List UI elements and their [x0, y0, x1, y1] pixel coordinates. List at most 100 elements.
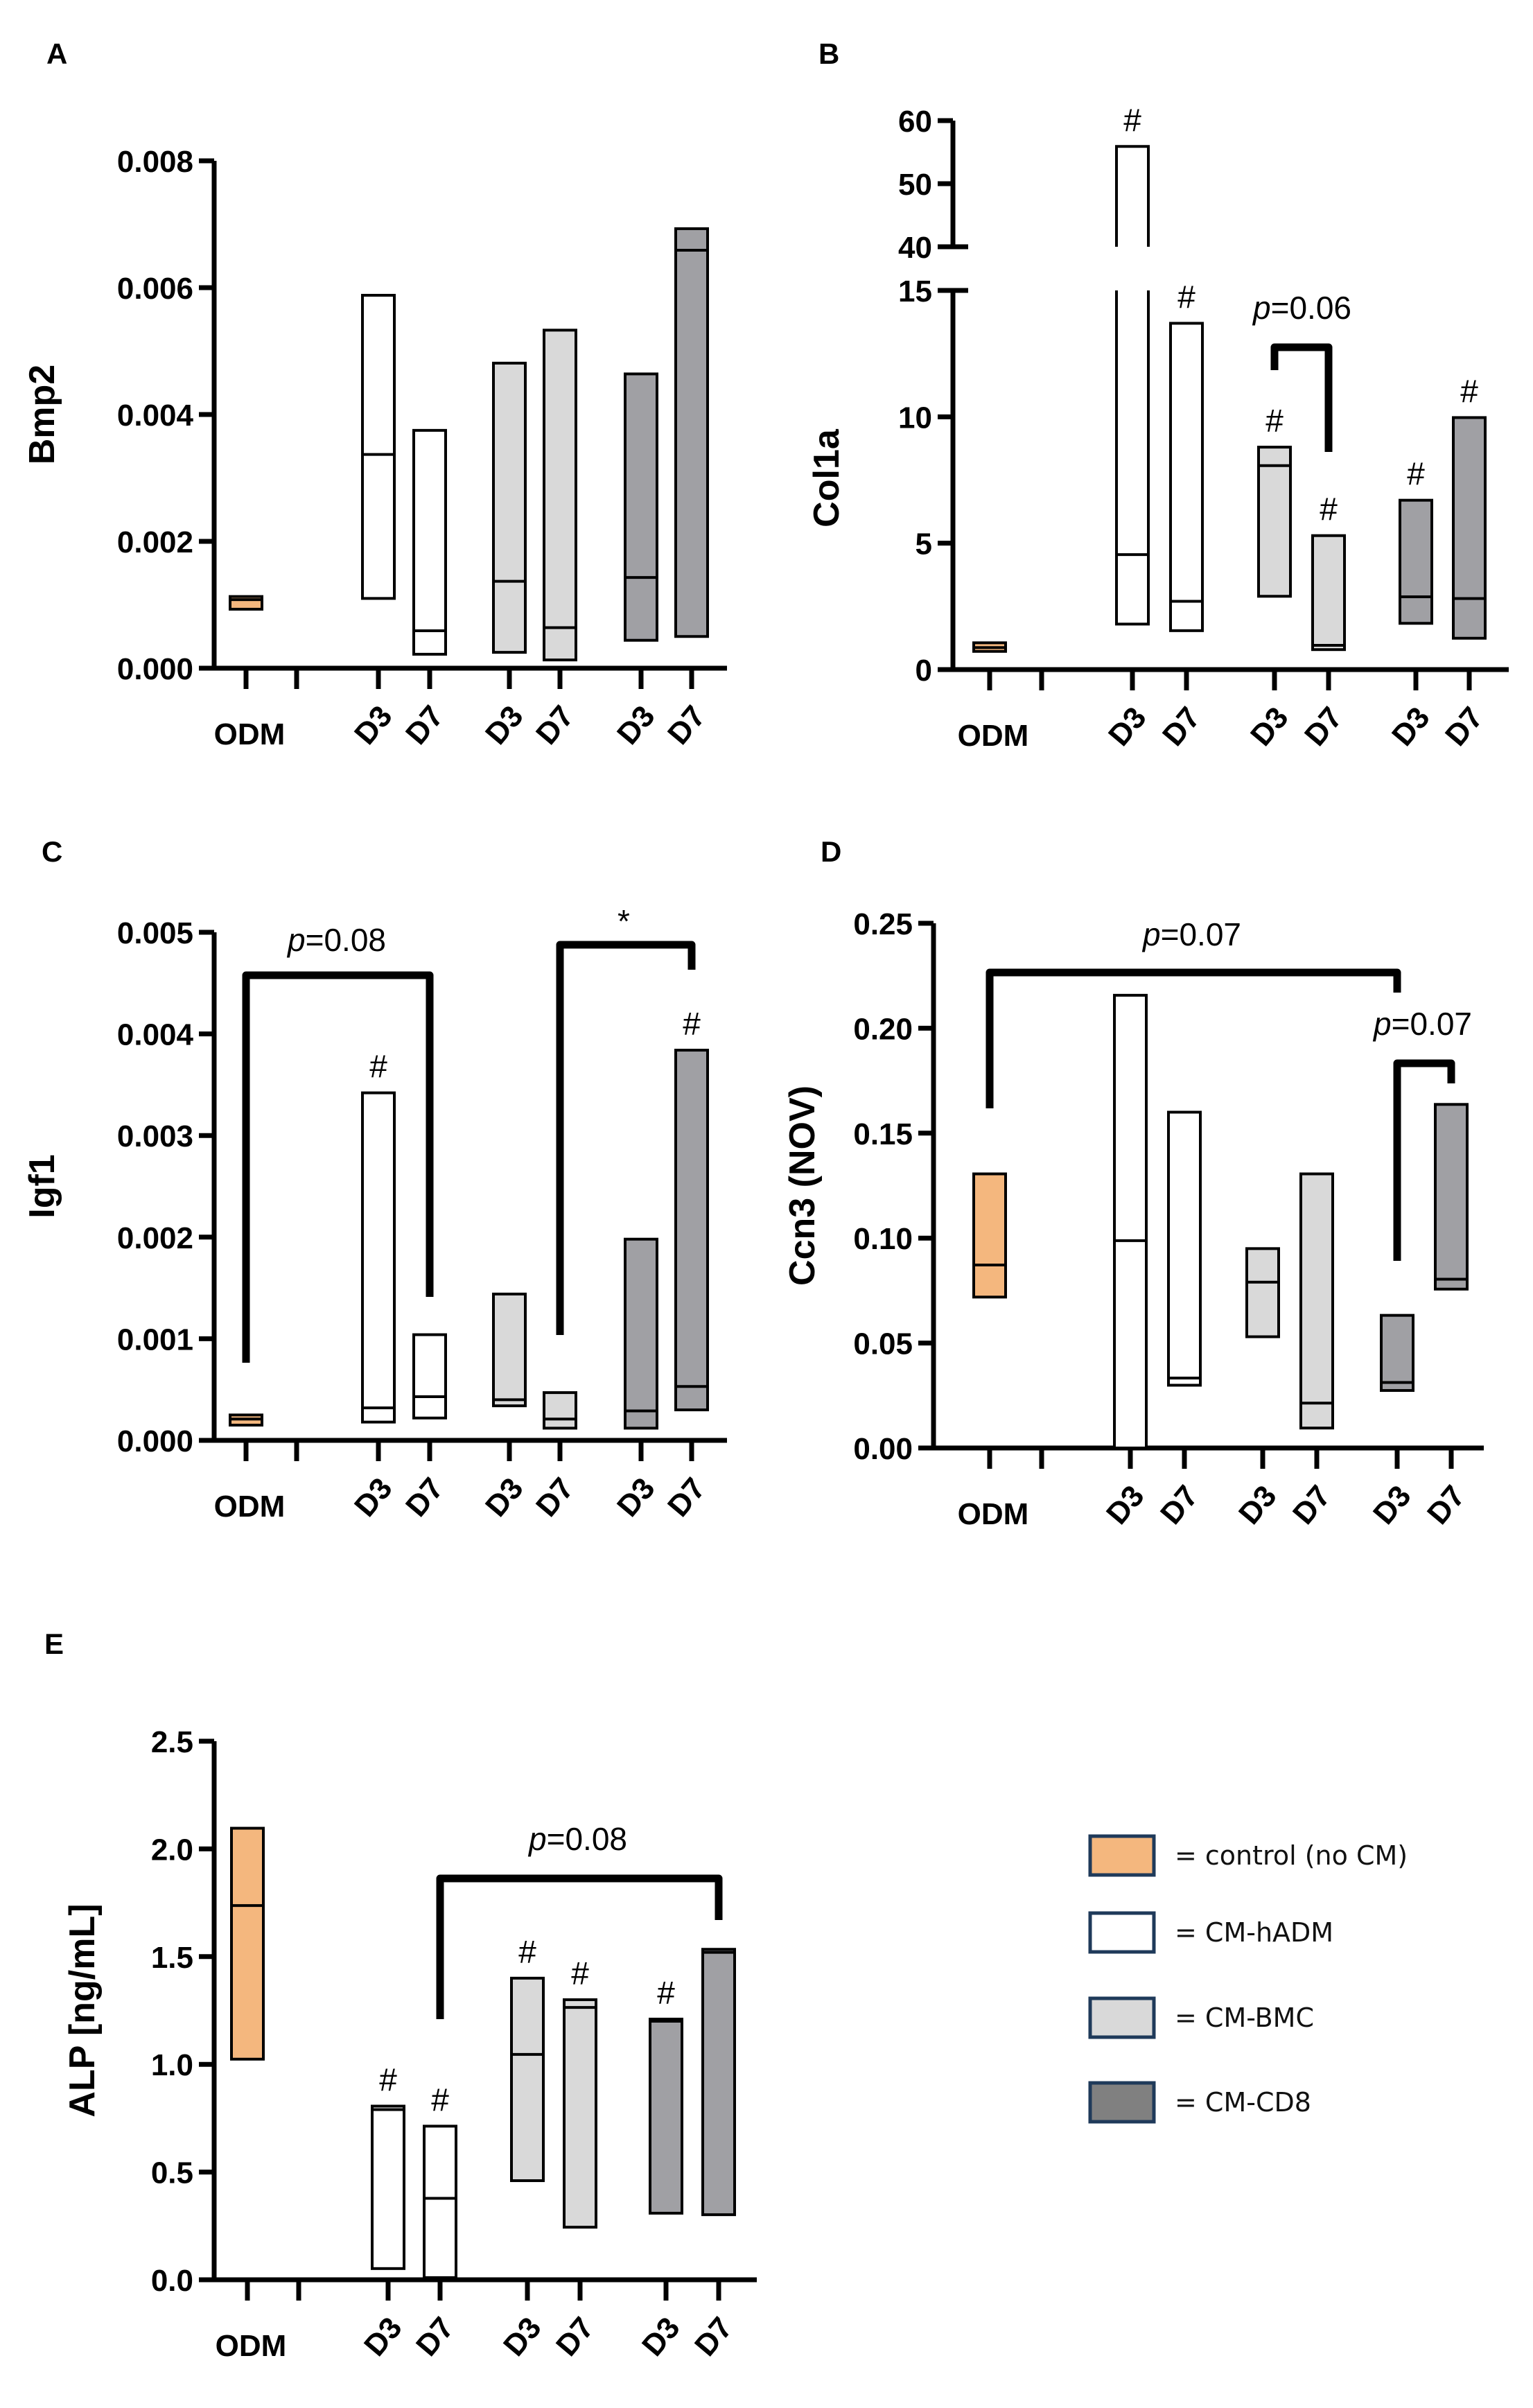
p-symbol: p	[286, 922, 306, 958]
box-rect	[1399, 498, 1433, 625]
box-rect	[412, 1333, 447, 1420]
x-tick-label: D3	[479, 1472, 530, 1524]
box-rect	[1299, 1172, 1334, 1430]
x-tick-label: D3	[358, 2311, 409, 2363]
x-tick-label: ODM	[958, 719, 1029, 753]
box-rect	[1452, 416, 1487, 640]
legend-swatch-control	[1088, 1834, 1156, 1877]
box-CD8-d3	[624, 372, 658, 642]
p-value: =0.07	[1392, 1006, 1472, 1042]
box-rect	[624, 372, 658, 642]
y-tick-label: 0.006	[117, 272, 193, 306]
box-rect	[674, 227, 709, 638]
box-fill-upper	[1116, 146, 1148, 247]
y-tick-label: 5	[916, 527, 932, 561]
box-hADM-d7	[412, 1333, 447, 1420]
box-BMC-d3: #	[1257, 403, 1292, 598]
legend-label: = control (no CM)	[1175, 1840, 1408, 1871]
significance-hash: #	[683, 1006, 701, 1042]
y-tick-label: 0.008	[117, 145, 193, 179]
x-tick-label: D7	[1298, 701, 1349, 753]
box-rect	[361, 1091, 396, 1424]
y-tick-label: 15	[898, 274, 932, 308]
box-rect	[361, 293, 396, 600]
y-tick-label: 0.15	[853, 1117, 913, 1151]
y-tick-label: 0.5	[151, 2156, 193, 2190]
box-control-odm	[229, 1413, 263, 1427]
box-hADM-d7: #	[1169, 279, 1204, 632]
box-CD8-d7	[1434, 1103, 1469, 1291]
y-axis-title: Col1a	[807, 428, 847, 527]
p-symbol: p	[1141, 916, 1161, 952]
box-BMC-d3	[492, 361, 527, 654]
x-tick-label: D7	[529, 699, 581, 751]
panel-letter: B	[818, 37, 839, 70]
significance-hash: #	[1265, 403, 1284, 439]
y-tick-label: 10	[898, 401, 932, 435]
y-tick-label: 0.25	[853, 907, 913, 941]
x-tick-label: D7	[1154, 1479, 1205, 1531]
y-axis-title: Ccn3 (NOV)	[782, 1085, 823, 1286]
box-hADM-d3	[1113, 993, 1148, 1449]
significance-hash: #	[657, 1975, 675, 2011]
box-rect	[674, 1049, 709, 1412]
box-BMC-d7: #	[1311, 491, 1346, 652]
y-tick-label: 40	[898, 231, 932, 265]
y-tick-label: 1.0	[151, 2048, 193, 2082]
box-hADM-d3	[361, 293, 396, 600]
significance-bracket	[1270, 343, 1333, 452]
box-outline-lower	[1115, 290, 1150, 626]
x-tick-label: D3	[1244, 701, 1295, 753]
panel-d: D Ccn3 (NOV) 0.00 0.05 0.10 0.15 0.20 0.25 ODM D3…	[782, 835, 1484, 1531]
box-hADM-d7	[412, 428, 447, 656]
legend-swatch-hADM	[1088, 1911, 1156, 1954]
significance-bracket	[436, 1874, 723, 2019]
box-hADM-d7: #	[423, 2082, 457, 2279]
significance-hash: #	[369, 1049, 387, 1085]
box-control-odm	[972, 641, 1007, 653]
x-tick-label: D3	[1232, 1479, 1284, 1531]
y-tick-label: 0.20	[853, 1012, 913, 1046]
y-tick-label: 0.005	[117, 916, 193, 950]
y-tick-label: 1.5	[151, 1941, 193, 1975]
significance-bracket	[986, 968, 1401, 1108]
legend-label: = CM-CD8	[1175, 2087, 1311, 2118]
box-rect	[492, 361, 527, 654]
x-tick-label: D7	[661, 699, 712, 751]
box-hADM-d3: #	[371, 2061, 405, 2270]
bracket-label: p=0.07	[1141, 916, 1241, 952]
box-rect	[624, 1237, 658, 1430]
significance-bracket	[556, 941, 696, 1335]
y-tick-label: 2.5	[151, 1725, 193, 1759]
y-axis-title: Bmp2	[22, 365, 62, 464]
box-CD8-d7	[674, 227, 709, 638]
y-tick-label: 0	[916, 654, 932, 688]
x-tick-label: D7	[1286, 1479, 1338, 1531]
box-rect	[649, 2017, 683, 2215]
x-tick-label: D3	[611, 1472, 662, 1524]
bracket-label: p=0.08	[527, 1821, 627, 1857]
y-tick-label: 0.10	[853, 1222, 913, 1256]
p-value: *	[617, 903, 630, 939]
y-tick-label: 60	[898, 105, 932, 139]
x-tick-label: D7	[529, 1472, 581, 1524]
significance-hash: #	[518, 1934, 536, 1970]
panel-letter: E	[44, 1628, 64, 1660]
y-tick-label: 0.0	[151, 2264, 193, 2298]
significance-hash: #	[1407, 456, 1425, 492]
box-rect	[1311, 534, 1346, 652]
y-tick-label: 0.002	[117, 1221, 193, 1255]
box-CD8-d3: #	[1399, 456, 1433, 625]
significance-hash: #	[1177, 279, 1195, 315]
x-tick-label: D3	[1367, 1479, 1418, 1531]
x-tick-label: D7	[1421, 1479, 1472, 1531]
box-CD8-d7	[701, 1948, 736, 2217]
box-control-odm	[972, 1172, 1007, 1299]
box-rect	[492, 1292, 527, 1408]
significance-bracket	[1393, 1059, 1455, 1261]
x-tick-label: ODM	[214, 717, 286, 751]
x-tick-label: ODM	[214, 1490, 286, 1524]
box-hADM-d3: #	[361, 1049, 396, 1424]
box-rect	[972, 1172, 1007, 1299]
